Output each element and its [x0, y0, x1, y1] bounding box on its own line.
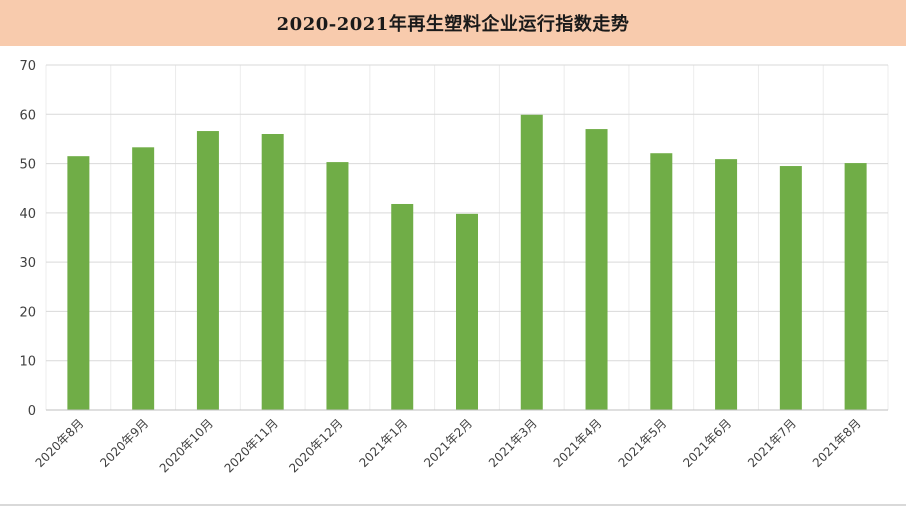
x-tick-label: 2021年1月 [356, 416, 410, 470]
x-tick-label: 2020年9月 [97, 416, 151, 470]
bar [844, 163, 867, 410]
bar [326, 162, 349, 410]
bar [650, 153, 673, 410]
bar [132, 147, 155, 411]
x-tick-label: 2020年10月 [157, 416, 216, 475]
bar [456, 213, 478, 410]
x-tick-label: 2021年4月 [551, 416, 605, 470]
title-bar: 2020-2021年再生塑料企业运行指数走势 [0, 0, 906, 46]
chart-title: 2020-2021年再生塑料企业运行指数走势 [276, 14, 630, 35]
y-tick-label: 50 [19, 158, 36, 173]
bar [715, 159, 738, 410]
x-tick-label: 2020年12月 [286, 416, 345, 475]
y-tick-label: 70 [19, 59, 36, 74]
x-tick-label: 2021年2月 [421, 416, 475, 470]
bar [779, 166, 802, 410]
bar [261, 134, 284, 410]
x-tick-label: 2021年6月 [680, 416, 734, 470]
x-tick-label: 2020年11月 [222, 416, 281, 475]
y-tick-label: 10 [19, 355, 36, 370]
x-tick-label: 2021年7月 [745, 416, 799, 470]
bar [520, 114, 543, 411]
x-tick-label: 2021年5月 [616, 416, 670, 470]
bottom-border [0, 504, 906, 506]
y-tick-label: 20 [19, 305, 36, 320]
bar [196, 131, 219, 410]
x-tick-label: 2021年3月 [486, 416, 540, 470]
bar [585, 129, 608, 411]
y-tick-label: 40 [19, 207, 36, 222]
bar [67, 156, 90, 410]
bar [391, 203, 414, 410]
y-tick-label: 60 [19, 108, 36, 123]
y-tick-label: 30 [19, 256, 36, 271]
x-tick-label: 2021年8月 [810, 416, 864, 470]
y-tick-label: 0 [28, 404, 36, 419]
x-tick-label: 2020年8月 [33, 416, 87, 470]
